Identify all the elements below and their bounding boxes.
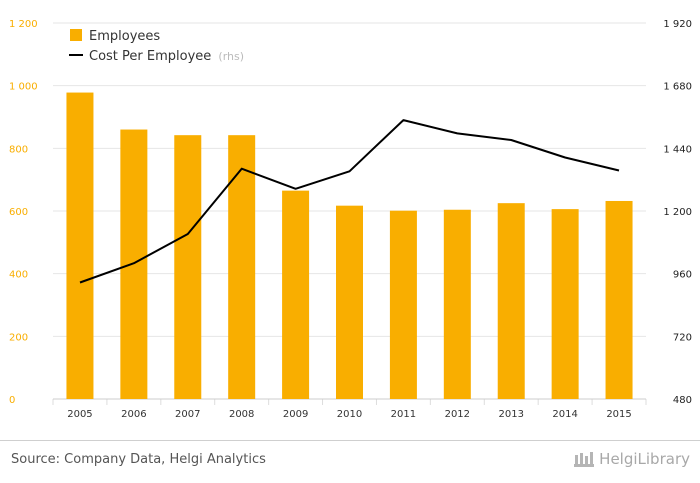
right-axis-tick-label: 960 [673, 270, 692, 281]
left-axis-tick-label: 1 200 [9, 19, 38, 30]
left-axis-tick-label: 600 [9, 207, 28, 218]
legend-cost-name: Cost Per Employee [89, 49, 211, 64]
left-axis-tick-label: 1 000 [9, 82, 38, 93]
left-axis-tick-label: 800 [9, 144, 28, 155]
x-axis-tick-label: 2014 [552, 409, 577, 420]
bar-employees-2008[interactable] [228, 135, 256, 399]
right-axis-tick-label: 480 [673, 395, 692, 406]
bar-employees-2005[interactable] [66, 92, 94, 399]
x-axis-tick-label: 2011 [391, 409, 416, 420]
legend-cost-suffix: (rhs) [218, 50, 244, 63]
right-axis-tick-label: 1 680 [663, 82, 692, 93]
x-axis-tick-label: 2013 [499, 409, 524, 420]
bar-employees-2010[interactable] [336, 205, 363, 399]
bar-employees-2013[interactable] [497, 203, 525, 399]
bar-employees-2011[interactable] [389, 210, 417, 399]
x-axis-tick-label: 2015 [606, 409, 631, 420]
left-axis-tick-label: 400 [9, 270, 28, 281]
bar-employees-2007[interactable] [174, 135, 202, 399]
right-axis-tick-label: 1 920 [663, 19, 692, 30]
right-axis-tick-label: 1 440 [663, 144, 692, 155]
legend-label-employees[interactable]: Employees [89, 29, 160, 44]
x-axis-tick-label: 2009 [283, 409, 308, 420]
brand-name: HelgiLibrary [599, 450, 690, 468]
x-axis-tick-label: 2007 [175, 409, 200, 420]
right-axis-tick-label: 720 [673, 332, 692, 343]
legend-label-cost-per-employee[interactable]: Cost Per Employee (rhs) [89, 49, 244, 64]
left-axis-tick-label: 0 [9, 395, 15, 406]
x-axis-tick-label: 2012 [445, 409, 470, 420]
source-note: Source: Company Data, Helgi Analytics [11, 452, 266, 467]
bar-employees-2012[interactable] [443, 209, 471, 399]
bar-employees-2014[interactable] [551, 209, 579, 399]
bar-employees-2015[interactable] [605, 200, 633, 399]
brand-logo[interactable]: HelgiLibrary [573, 450, 690, 468]
bar-employees-2009[interactable] [282, 190, 310, 399]
left-axis-tick-label: 200 [9, 332, 28, 343]
library-icon [574, 452, 595, 467]
combo-chart: 0 200 400 600 800 1 000 1 200 480 720 960 1 200 1 4… [9, 19, 692, 420]
right-axis-tick-label: 1 200 [663, 207, 692, 218]
legend-swatch-employees[interactable] [70, 29, 82, 41]
x-axis-tick-label: 2006 [121, 409, 146, 420]
chart-area: 0 200 400 600 800 1 000 1 200 480 720 960 1 200 1 4… [0, 19, 700, 468]
x-axis-tick-label: 2005 [67, 409, 92, 420]
x-axis-tick-label: 2008 [229, 409, 254, 420]
line-cost-per-employee[interactable] [79, 119, 620, 284]
x-axis-tick-label: 2010 [337, 409, 362, 420]
footer: Source: Company Data, Helgi Analytics He… [0, 440, 700, 483]
